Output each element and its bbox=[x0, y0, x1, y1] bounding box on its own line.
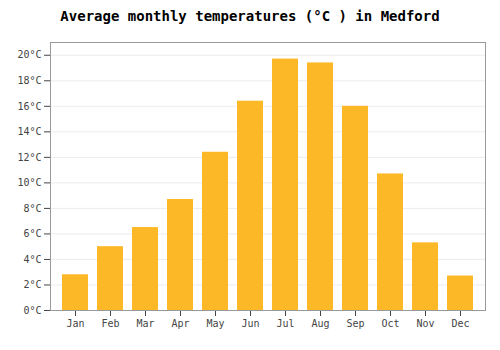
svg-text:18°C: 18°C bbox=[17, 75, 41, 86]
svg-text:14°C: 14°C bbox=[17, 126, 41, 137]
svg-text:10°C: 10°C bbox=[17, 177, 41, 188]
svg-text:12°C: 12°C bbox=[17, 152, 41, 163]
svg-text:Jun: Jun bbox=[241, 318, 259, 329]
svg-text:May: May bbox=[206, 318, 224, 329]
svg-text:Jan: Jan bbox=[66, 318, 84, 329]
svg-text:16°C: 16°C bbox=[17, 101, 41, 112]
html-text:Average monthly temperatures (: Average monthly temperatures (°C ) in Me… bbox=[60, 8, 440, 24]
svg-text:Dec: Dec bbox=[451, 318, 469, 329]
svg-text:2°C: 2°C bbox=[23, 279, 41, 290]
svg-text:Oct: Oct bbox=[381, 318, 399, 329]
svg-text:Nov: Nov bbox=[416, 318, 434, 329]
svg-text:Aug: Aug bbox=[311, 318, 329, 329]
svg-text:20°C: 20°C bbox=[17, 49, 41, 60]
svg-text:Mar: Mar bbox=[136, 318, 154, 329]
svg-text:8°C: 8°C bbox=[23, 203, 41, 214]
svg-text:Jul: Jul bbox=[276, 318, 294, 329]
svg-text:6°C: 6°C bbox=[23, 228, 41, 239]
svg-text:0°C: 0°C bbox=[23, 305, 41, 316]
svg-text:Feb: Feb bbox=[101, 318, 119, 329]
svg-text:4°C: 4°C bbox=[23, 254, 41, 265]
svg-text:Apr: Apr bbox=[171, 318, 189, 329]
svg-text:Sep: Sep bbox=[346, 318, 364, 329]
